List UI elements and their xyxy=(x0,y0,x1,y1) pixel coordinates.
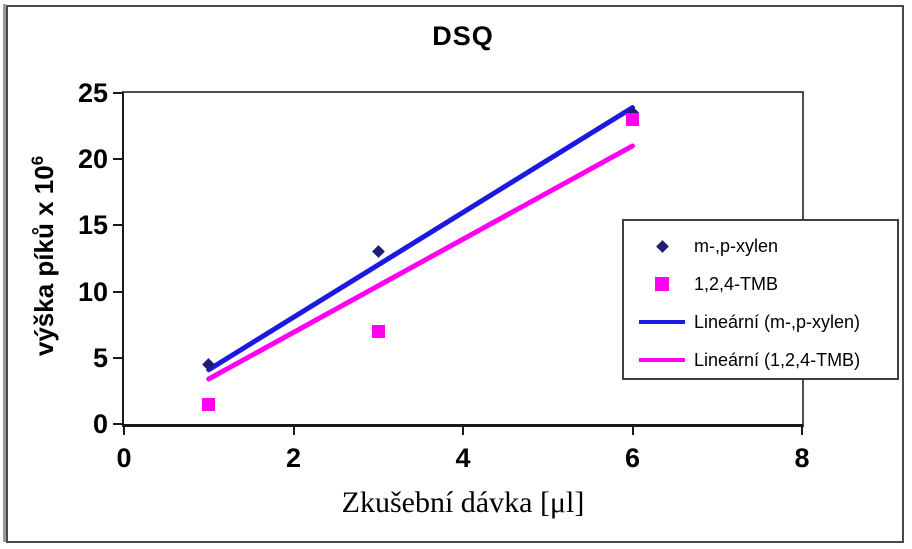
legend-item: m-,p-xylen xyxy=(624,227,897,265)
legend-item-label: Lineární (1,2,4-TMB) xyxy=(694,349,861,370)
legend-marker-cell xyxy=(639,239,685,253)
y-axis-tick xyxy=(113,356,122,359)
x-tick-label: 8 xyxy=(794,443,810,473)
data-point-square xyxy=(626,112,639,126)
chart-title: DSQ xyxy=(432,21,494,51)
y-axis-tick xyxy=(113,224,122,227)
x-tick-label: 6 xyxy=(624,443,641,473)
x-axis-tick xyxy=(462,424,464,435)
y-tick-label: 0 xyxy=(92,409,108,439)
legend-marker-cell xyxy=(639,358,685,362)
y-axis-title-exponent: 6 xyxy=(28,155,48,166)
x-tick-label: 2 xyxy=(285,443,302,473)
legend-item-label: 1,2,4-TMB xyxy=(694,273,779,294)
data-point-square xyxy=(371,324,385,338)
frame-shade xyxy=(3,4,6,542)
y-axis-title-text: výška píků x 10 xyxy=(28,165,59,357)
x-axis-tick xyxy=(801,424,803,435)
y-axis-tick xyxy=(113,423,122,425)
y-tick-label: 5 xyxy=(92,342,108,373)
y-axis-title: výška píků x 106 xyxy=(28,156,60,356)
legend-marker-cell xyxy=(639,277,685,291)
legend: m-,p-xylen 1,2,4-TMB Lineární (m-,p-xyle… xyxy=(622,219,899,380)
x-tick-label: 4 xyxy=(455,443,471,473)
y-axis-tick xyxy=(113,92,122,94)
trendline-sample-icon xyxy=(639,320,685,324)
y-tick-label: 15 xyxy=(77,210,108,241)
legend-item: Lineární (1,2,4-TMB) xyxy=(624,341,897,379)
data-point-square xyxy=(202,397,216,411)
plot-area: 0 2 4 6 8 0 5 10 15 20 25 xyxy=(78,78,810,472)
trendlines-layer xyxy=(206,105,635,382)
x-axis-tick xyxy=(123,424,125,435)
y-tick-label: 10 xyxy=(77,276,108,307)
y-tick-label: 20 xyxy=(77,144,108,175)
legend-marker-cell xyxy=(639,320,685,324)
trendline xyxy=(206,143,635,382)
y-axis-tick xyxy=(113,158,122,161)
x-axis-tick xyxy=(292,424,295,435)
legend-item-label: Lineární (m-,p-xylen) xyxy=(694,311,861,332)
x-axis-title: Zkušební dávka [μl] xyxy=(341,486,585,519)
legend-item-label: m-,p-xylen xyxy=(694,235,779,256)
diamond-marker-icon xyxy=(655,239,669,253)
trendline-sample-icon xyxy=(639,358,685,362)
square-marker-icon xyxy=(655,277,669,291)
y-axis-tick xyxy=(113,290,122,293)
y-tick-label: 25 xyxy=(77,78,108,108)
legend-item: 1,2,4-TMB xyxy=(624,265,897,303)
x-tick-label: 0 xyxy=(116,443,132,473)
trendline xyxy=(206,105,635,373)
legend-item: Lineární (m-,p-xylen) xyxy=(624,303,897,341)
x-axis-tick xyxy=(631,424,634,435)
